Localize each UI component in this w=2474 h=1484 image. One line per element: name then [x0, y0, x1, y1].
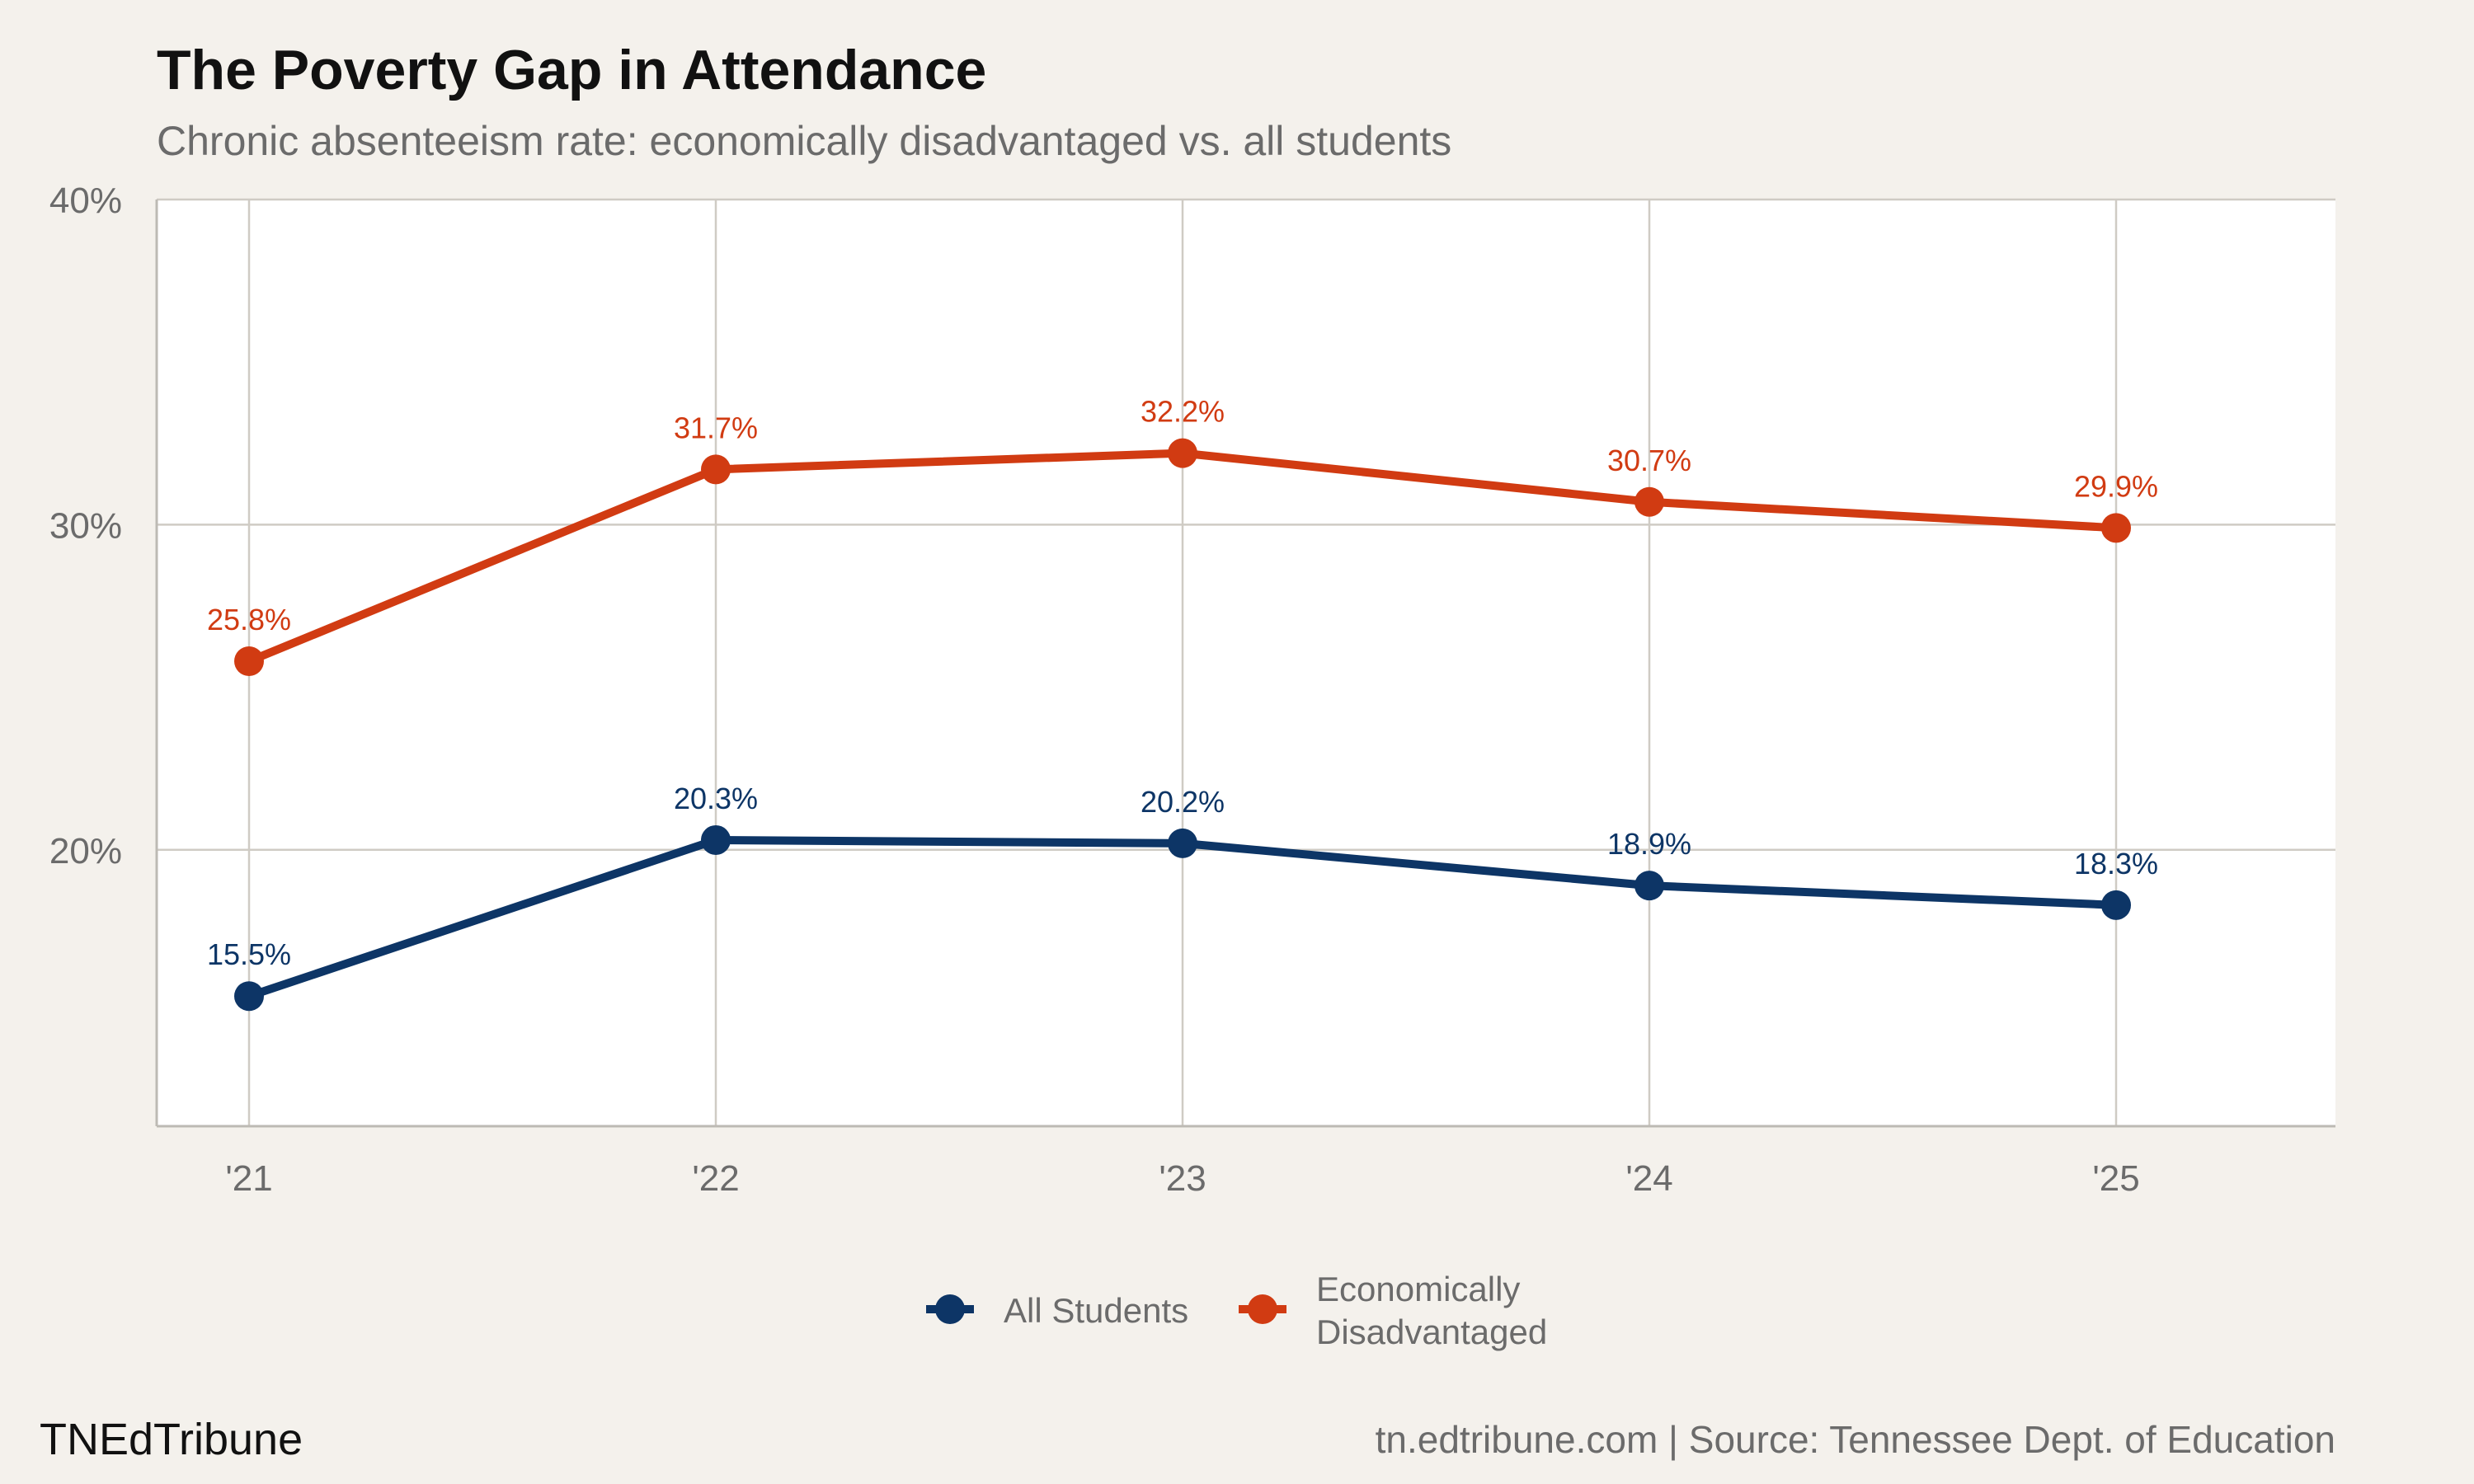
data-point [1634, 486, 1664, 517]
data-label: 20.3% [674, 782, 758, 815]
x-tick-label: '23 [1159, 1158, 1206, 1199]
source-note: tn.edtribune.com | Source: Tennessee Dep… [1376, 1418, 2335, 1461]
data-point [2101, 513, 2131, 543]
legend-label: Economically [1316, 1270, 1520, 1308]
x-tick-label: '24 [1625, 1158, 1672, 1199]
data-label: 18.3% [2074, 847, 2158, 881]
data-label: 29.9% [2074, 469, 2158, 503]
data-point [2101, 890, 2131, 920]
y-tick-label: 30% [49, 505, 122, 546]
data-point [234, 646, 264, 677]
legend-key-dot [1248, 1294, 1277, 1324]
legend-key-dot [935, 1294, 965, 1324]
y-tick-label: 20% [49, 831, 122, 871]
data-label: 25.8% [207, 603, 291, 636]
data-point [1634, 871, 1664, 901]
data-point [701, 454, 731, 485]
data-label: 15.5% [207, 937, 291, 971]
y-tick-label: 40% [49, 181, 122, 221]
brand-label: TNEdTribune [40, 1415, 303, 1464]
data-label: 30.7% [1607, 444, 1691, 477]
data-point [1168, 438, 1197, 468]
legend-item: All Students [926, 1291, 1188, 1330]
x-tick-label: '25 [2092, 1158, 2139, 1199]
legend-item: Economically Disadvantaged [1239, 1270, 1547, 1351]
legend-label: All Students [1004, 1291, 1188, 1330]
data-point [234, 981, 264, 1012]
x-tick-label: '21 [225, 1158, 272, 1199]
data-point [701, 824, 731, 855]
data-label: 31.7% [674, 411, 758, 444]
data-label: 18.9% [1607, 827, 1691, 861]
legend-label: Disadvantaged [1316, 1313, 1547, 1351]
x-tick-label: '22 [692, 1158, 739, 1199]
data-label: 32.2% [1141, 395, 1225, 429]
plot-area [157, 200, 2335, 1126]
data-label: 20.2% [1141, 785, 1225, 819]
chart-subtitle: Chronic absenteeism rate: economically d… [157, 118, 1451, 164]
chart-title: The Poverty Gap in Attendance [157, 39, 986, 101]
data-point [1168, 828, 1197, 858]
